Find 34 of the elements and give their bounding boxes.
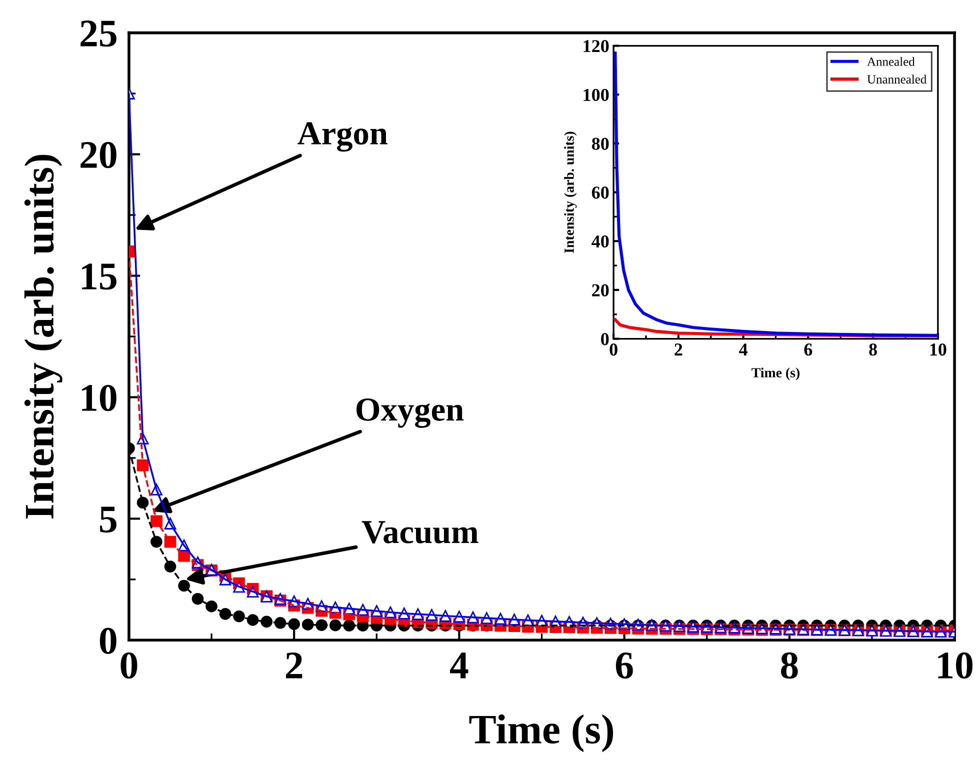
- legend-label: Unannealed: [867, 74, 927, 84]
- x-tick-label: 8: [780, 652, 798, 679]
- x-axis-title: Time (s): [469, 714, 614, 752]
- y-tick-label: 5: [100, 506, 116, 533]
- x-axis-title: Time (s): [752, 368, 800, 380]
- x-tick-label: 4: [739, 344, 748, 356]
- y-tick-label: 100: [584, 88, 609, 102]
- y-tick-label: 10: [82, 384, 116, 412]
- x-tick-label: 4: [450, 652, 468, 678]
- y-tick-label: 25: [80, 20, 116, 47]
- x-tick-label: 8: [869, 343, 877, 356]
- y-tick-label: 0: [601, 333, 609, 346]
- x-tick-label: 10: [930, 343, 946, 356]
- legend-label: Annealed: [867, 57, 915, 66]
- annotation: Oxygen: [356, 398, 464, 428]
- y-tick-label: 20: [80, 142, 116, 168]
- y-tick-label: 20: [592, 284, 609, 296]
- annotation: Vacuum: [362, 521, 478, 544]
- x-tick-label: 0: [610, 343, 618, 356]
- annotation: Argon: [298, 122, 388, 152]
- x-tick-label: 6: [616, 652, 633, 679]
- x-tick-label: 10: [938, 652, 972, 679]
- y-axis-title: Intensity (arb. units): [24, 154, 62, 519]
- x-tick-label: 6: [804, 344, 812, 356]
- x-tick-label: 2: [286, 652, 302, 678]
- y-tick-label: 40: [592, 235, 609, 248]
- y-tick-label: 0: [100, 628, 116, 654]
- y-tick-label: 120: [584, 40, 609, 52]
- y-axis-title: Intensity (arb. units): [564, 132, 577, 253]
- y-tick-label: 60: [592, 186, 609, 199]
- y-tick-label: 15: [82, 264, 116, 290]
- x-tick-label: 0: [120, 652, 138, 679]
- y-tick-label: 80: [592, 138, 609, 150]
- x-tick-label: 2: [674, 344, 682, 356]
